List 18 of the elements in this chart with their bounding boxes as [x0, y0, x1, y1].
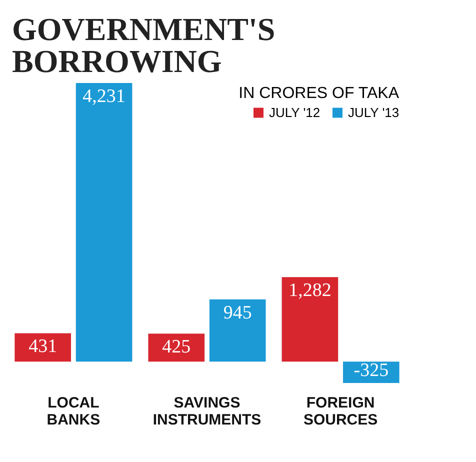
- chart-subtitle: IN CRORES OF TAKA: [238, 85, 400, 102]
- bar: [209, 299, 266, 362]
- data-label: 431: [28, 336, 58, 358]
- data-label: -325: [354, 360, 389, 381]
- bar: [14, 333, 71, 362]
- legend-label: JULY '13: [348, 104, 400, 120]
- x-tick-label: FOREIGN SOURCES: [303, 394, 378, 428]
- bar: [282, 277, 338, 362]
- data-label: 425: [162, 336, 191, 358]
- data-label: 945: [223, 302, 252, 324]
- legend-label: JULY '12: [269, 104, 320, 120]
- data-label: 4,231: [82, 86, 126, 107]
- x-tick-label: LOCAL BANKS: [46, 394, 100, 428]
- bar: [148, 334, 205, 362]
- bar: [76, 83, 132, 362]
- data-label: 1,282: [288, 280, 332, 302]
- x-tick-label: SAVINGS INSTRUMENTS: [152, 394, 262, 428]
- chart-title: GOVERNMENT'S BORROWING: [12, 11, 276, 79]
